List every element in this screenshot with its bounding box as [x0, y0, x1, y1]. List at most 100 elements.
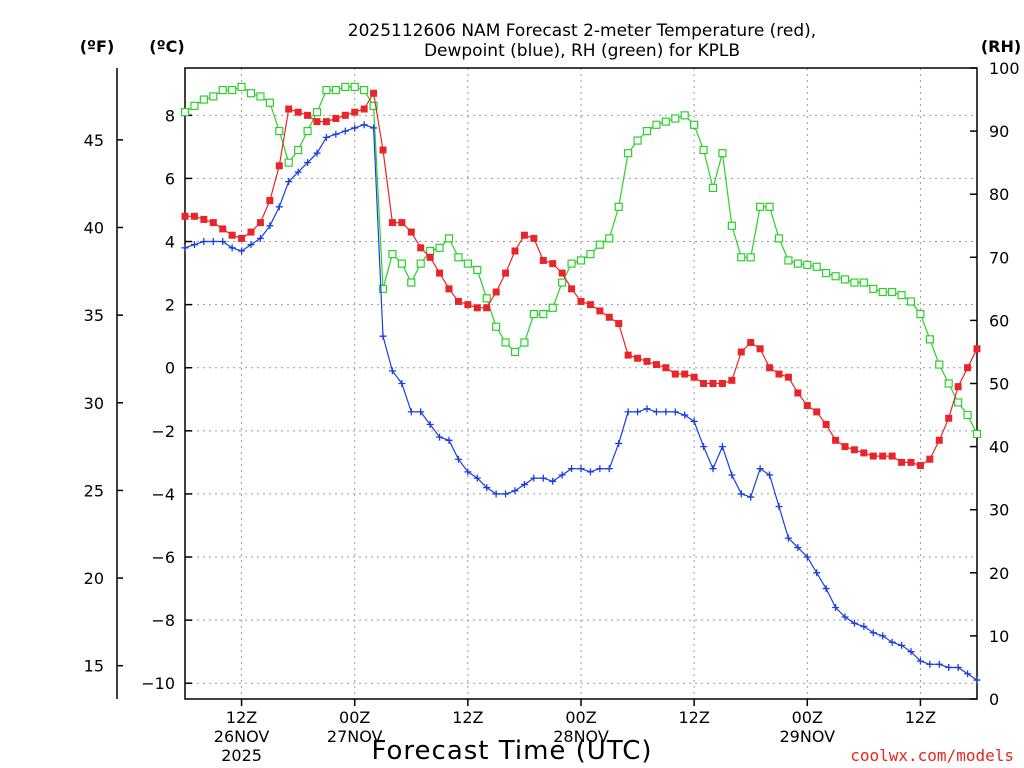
celsius-axis: 8 6 4 2 0 −2 −4 −6 −8 −10 — [141, 106, 192, 693]
rh-point — [416, 259, 425, 268]
2-meter-temperature-point — [832, 436, 840, 444]
2-meter-temperature-point — [737, 348, 745, 356]
rh-point — [567, 259, 576, 268]
2-meter-temperature-point — [502, 269, 510, 277]
2-meter-temperature-point — [766, 364, 774, 372]
dewpoint-point — [813, 569, 821, 577]
series-layer — [180, 82, 982, 684]
dewpoint-point — [379, 332, 387, 340]
rh-point — [614, 202, 623, 211]
rh-point — [548, 303, 557, 312]
rh-point — [473, 265, 482, 275]
rh-point — [718, 149, 727, 158]
rh-point — [463, 259, 472, 268]
dewpoint-point — [615, 439, 623, 447]
2-meter-temperature-point — [841, 443, 849, 451]
rh-point — [803, 260, 812, 269]
2-meter-temperature-point — [775, 370, 783, 378]
rh-point — [426, 246, 435, 256]
2-meter-temperature-point — [728, 376, 736, 384]
2-meter-temperature-point — [964, 364, 972, 372]
dewpoint-point — [700, 443, 708, 451]
2-meter-temperature-point — [304, 111, 312, 119]
2-meter-temperature-point — [417, 244, 425, 252]
dewpoint-point — [671, 408, 679, 416]
2-meter-temperature-point — [209, 219, 217, 227]
dewpoint-point — [370, 124, 378, 132]
celsius-tick-label: −10 — [141, 674, 175, 693]
dewpoint-point — [247, 241, 255, 249]
dewpoint-point — [511, 487, 519, 495]
rh-point — [180, 108, 190, 117]
date-tick-label: 27NOV — [327, 727, 383, 746]
dewpoint-point — [483, 484, 491, 492]
dewpoint-point — [935, 660, 943, 668]
rh-point — [407, 278, 416, 287]
dewpoint-point — [313, 149, 321, 157]
dewpoint-point — [238, 247, 246, 255]
rh-point — [312, 108, 322, 117]
rh-tick-label: 10 — [989, 627, 1009, 646]
2-meter-temperature-point — [247, 228, 255, 236]
time-tick-label: 12Z — [452, 708, 483, 727]
celsius-tick-label: −8 — [151, 611, 175, 630]
time-tick-label: 12Z — [678, 708, 709, 727]
dewpoint-point — [803, 553, 811, 561]
fahrenheit-tick-label: 25 — [84, 481, 104, 500]
2-meter-temperature-point — [228, 231, 236, 239]
rh-point — [888, 287, 897, 297]
2-meter-temperature-point — [464, 301, 472, 309]
dewpoint-point — [784, 534, 792, 542]
2-meter-temperature-point — [238, 234, 246, 242]
2-meter-temperature-point — [634, 354, 642, 362]
2-meter-temperature-point — [700, 380, 708, 387]
2-meter-temperature-point — [784, 373, 792, 381]
rh-tick-label: 90 — [989, 122, 1009, 141]
rh-point — [793, 259, 802, 268]
rh-point — [190, 101, 199, 110]
dewpoint-point — [718, 443, 726, 451]
2-meter-temperature-point — [530, 234, 538, 242]
dewpoint-point — [360, 121, 368, 129]
dewpoint-point — [766, 471, 774, 479]
dewpoint-point — [190, 241, 198, 249]
celsius-tick-label: −4 — [151, 485, 175, 504]
celsius-tick-label: −2 — [151, 422, 175, 441]
2-meter-temperature-point — [511, 247, 519, 255]
2-meter-temperature-point — [916, 462, 924, 470]
dewpoint-series — [181, 121, 981, 684]
year-tick-label: 2025 — [221, 746, 262, 765]
rh-point — [963, 410, 972, 420]
rh-tick-label: 40 — [989, 438, 1009, 457]
celsius-tick-label: 6 — [165, 169, 175, 188]
2-meter-temperature-point — [549, 260, 557, 268]
rh-point — [539, 309, 548, 319]
dewpoint-point — [690, 417, 698, 425]
rh-point — [746, 253, 755, 262]
rh-point — [850, 278, 859, 287]
celsius-tick-label: 2 — [165, 296, 175, 315]
x-axis-label: Forecast Time (UTC) — [371, 736, 652, 766]
rh-point — [633, 136, 642, 145]
dewpoint-point — [964, 670, 972, 678]
dewpoint-point — [219, 238, 227, 246]
rh-point — [435, 243, 444, 252]
dewpoint-point — [181, 244, 189, 252]
2-meter-temperature-point — [322, 118, 330, 126]
2-meter-temperature-point — [586, 301, 594, 309]
dewpoint-point — [539, 474, 547, 482]
date-tick-label: 28NOV — [553, 727, 609, 746]
2-meter-temperature-point — [756, 345, 764, 353]
dewpoint-point — [502, 490, 510, 498]
rh-point — [246, 89, 256, 98]
fahrenheit-axis: 45 40 35 30 25 20 15 — [84, 131, 123, 676]
rh-point — [209, 92, 218, 101]
rh-point — [661, 117, 670, 126]
fahrenheit-tick-label: 20 — [84, 569, 104, 588]
time-tick-label: 00Z — [792, 708, 823, 727]
dewpoint-point — [332, 130, 340, 138]
rh-point — [897, 291, 906, 300]
2-meter-temperature-point — [888, 452, 896, 460]
2-meter-temperature-point — [718, 380, 726, 387]
